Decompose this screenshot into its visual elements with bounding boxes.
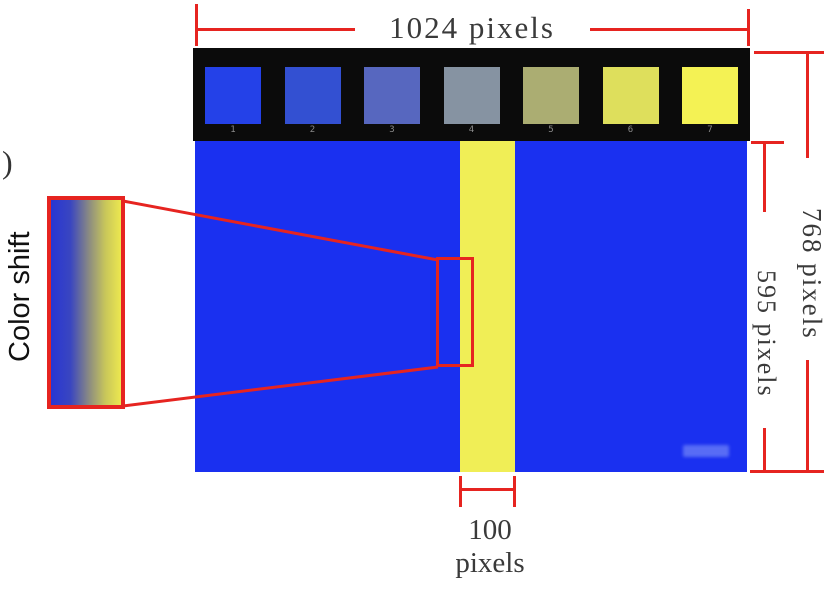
dim-768-upper-line xyxy=(806,51,809,158)
color-swatch-cell-6: 6 xyxy=(602,67,659,141)
dim-100-label-line1: 100 xyxy=(468,514,512,546)
figure-partial-label: ) xyxy=(2,144,13,180)
dim-768-lower-line xyxy=(806,360,809,473)
color-swatch-row: 1 2 3 4 5 6 7 xyxy=(193,48,750,141)
color-swatch-7 xyxy=(682,67,738,124)
dim-595-top-tick xyxy=(751,141,784,144)
color-swatch-cell-1: 1 xyxy=(205,67,261,141)
screen-area xyxy=(195,141,747,472)
watermark-smudge xyxy=(683,445,729,457)
dim-100-label-line2: pixels xyxy=(455,547,525,579)
dim-100-left-tick xyxy=(459,476,462,507)
dim-100-right-tick xyxy=(513,476,516,507)
swatch-number-5: 5 xyxy=(548,125,554,135)
dim-100-label: 100 pixels xyxy=(425,514,555,580)
color-swatch-3 xyxy=(364,67,420,124)
dim-top-left-line xyxy=(197,28,355,31)
swatch-number-2: 2 xyxy=(309,125,316,135)
dim-100-line xyxy=(460,488,516,491)
color-shift-gradient xyxy=(47,196,125,409)
color-swatch-1 xyxy=(205,67,261,124)
color-swatch-cell-7: 7 xyxy=(682,67,738,141)
dim-top-right-line xyxy=(590,28,748,31)
dim-595-upper-line xyxy=(763,141,766,212)
dim-768-label: 768 pixels xyxy=(797,207,827,340)
swatch-number-3: 3 xyxy=(389,125,395,135)
swatch-number-7: 7 xyxy=(707,125,713,135)
dim-top-left-tick xyxy=(195,4,198,46)
color-shift-label: Color shift xyxy=(4,231,36,363)
swatch-number-4: 4 xyxy=(468,125,475,135)
dim-right-bottom-tick xyxy=(750,470,824,473)
color-swatch-cell-2: 2 xyxy=(284,67,341,141)
color-swatch-2 xyxy=(284,67,341,124)
color-swatch-5 xyxy=(523,67,579,124)
swatch-number-1: 1 xyxy=(230,125,236,135)
swatch-number-6: 6 xyxy=(627,125,634,135)
color-swatch-cell-5: 5 xyxy=(523,67,579,141)
color-swatch-6 xyxy=(602,67,659,124)
color-swatch-4 xyxy=(443,67,500,124)
dim-595-label: 595 pixels xyxy=(752,269,781,398)
yellow-stripe xyxy=(460,141,515,472)
color-swatch-cell-4: 4 xyxy=(443,67,500,141)
dim-768-top-tick xyxy=(754,51,824,54)
dim-top-label: 1024 pixels xyxy=(389,10,555,45)
dim-top-right-tick xyxy=(747,9,750,46)
zoom-region-rect xyxy=(436,257,474,367)
dim-595-lower-line xyxy=(763,428,766,473)
color-swatch-cell-3: 3 xyxy=(364,67,420,141)
